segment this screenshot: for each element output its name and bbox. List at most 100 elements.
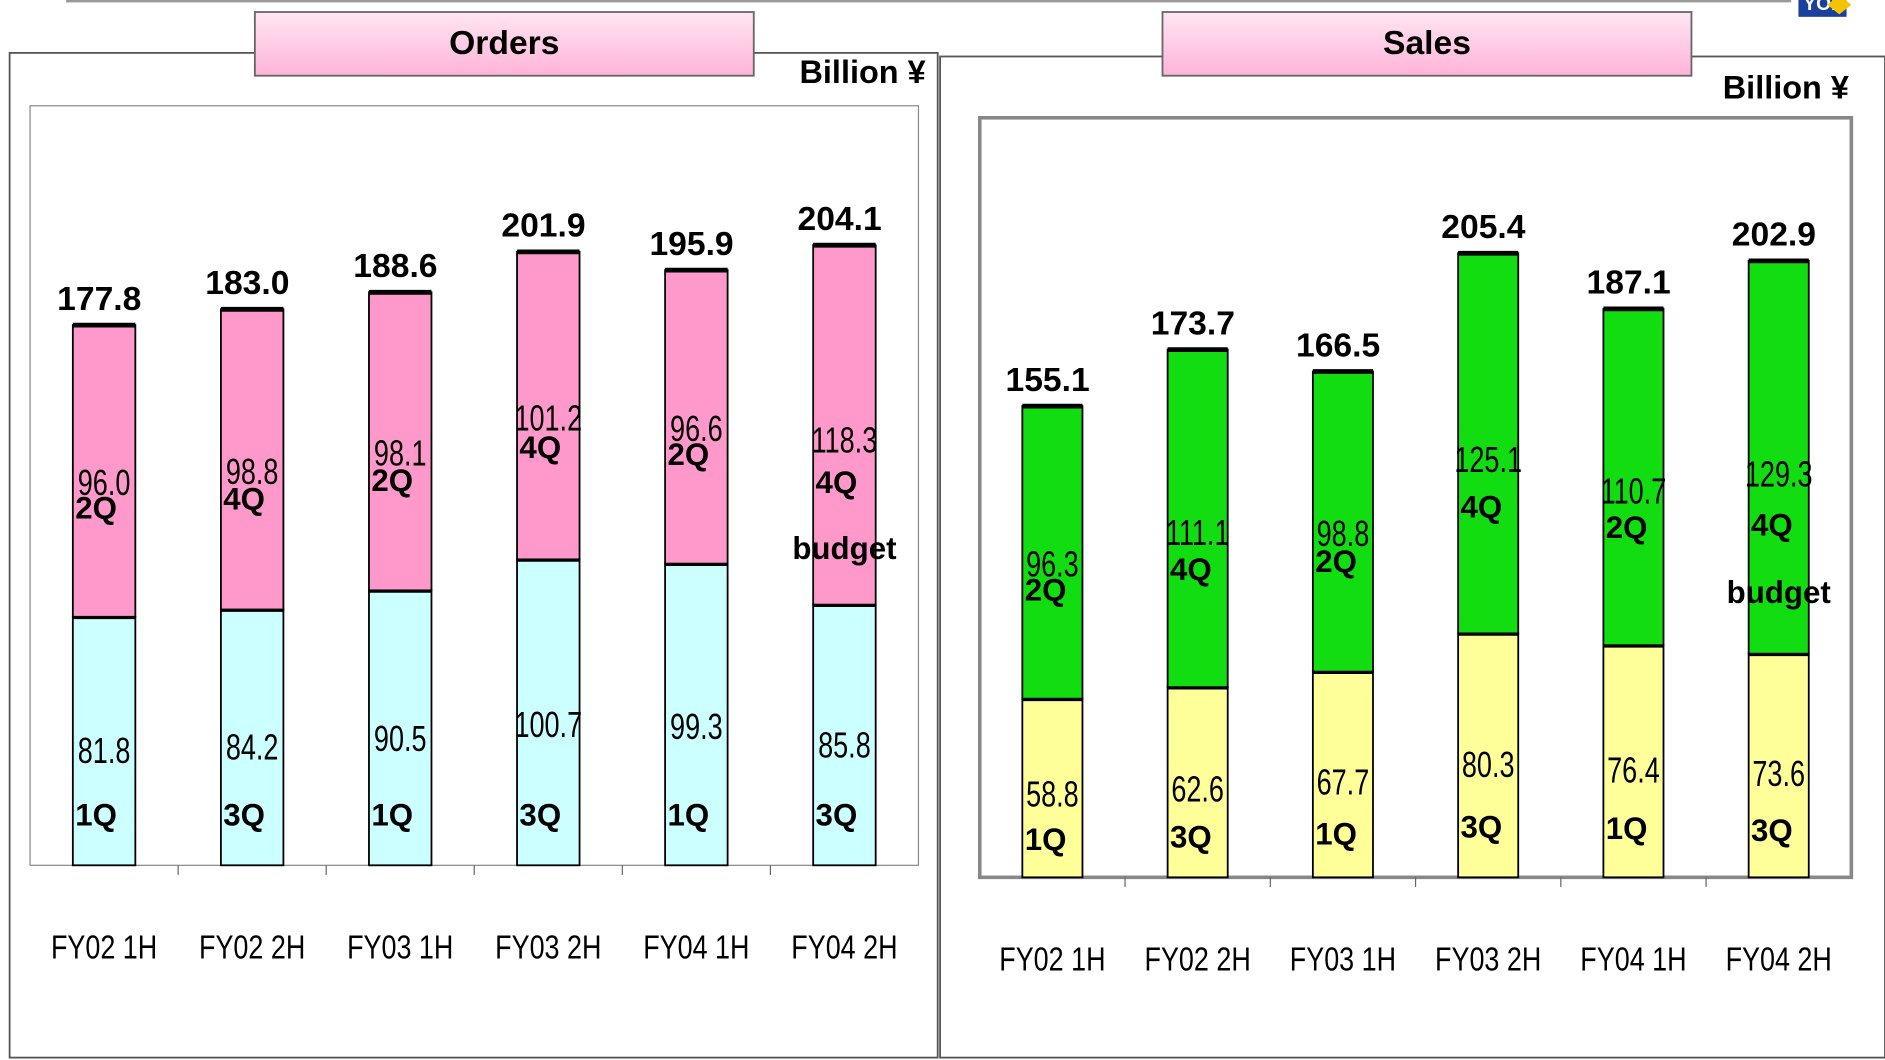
quarter-label: 3Q — [1751, 813, 1793, 848]
segment-value-label: 58.8 — [1026, 774, 1079, 815]
segment-value-label: 118.3 — [812, 420, 878, 461]
total-label: 201.9 — [501, 208, 585, 245]
segment-value-label: 98.1 — [374, 433, 427, 474]
segment-value-label: 111.1 — [1166, 512, 1230, 553]
bar-segment — [1166, 686, 1229, 879]
bar-segment — [1602, 644, 1665, 879]
quarter-label: 2Q — [1025, 572, 1067, 607]
unit-label: Billion ¥ — [1723, 70, 1849, 106]
x-tick-label: FY04 1H — [643, 929, 749, 967]
segment-value-label: 84.2 — [226, 727, 279, 768]
plot-area — [29, 105, 920, 866]
title-box — [1161, 11, 1693, 77]
budget-annotation: budget — [792, 531, 897, 566]
x-tick-label: FY02 2H — [1145, 941, 1251, 979]
quarter-label: 3Q — [816, 797, 858, 832]
budget-annotation: budget — [1727, 575, 1832, 610]
bar-segment — [368, 589, 433, 867]
bar-segment — [1747, 259, 1810, 655]
quarter-label: 3Q — [519, 797, 561, 832]
quarter-label: 1Q — [668, 797, 710, 832]
quarter-label: 4Q — [1751, 507, 1793, 542]
quarter-label: 2Q — [1315, 544, 1357, 579]
quarter-label: 4Q — [519, 430, 561, 465]
segment-value-label: 81.8 — [78, 730, 131, 771]
segment-value-label: 98.8 — [226, 451, 279, 492]
quarter-label: 2Q — [1606, 510, 1648, 545]
segment-value-label: 73.6 — [1752, 753, 1805, 794]
segment-value-label: 80.3 — [1462, 744, 1515, 785]
bar-segment — [1311, 670, 1374, 879]
x-tick-label: FY03 1H — [1290, 941, 1396, 979]
x-tick-label: FY03 2H — [495, 929, 601, 967]
quarter-label: 4Q — [1461, 490, 1503, 525]
quarter-label: 4Q — [1170, 552, 1212, 587]
quarter-label: 2Q — [668, 437, 710, 472]
segment-value-label: 67.7 — [1317, 761, 1370, 802]
total-label: 188.6 — [353, 248, 437, 285]
total-label: 187.1 — [1587, 265, 1671, 302]
unit-label: Billion ¥ — [799, 54, 925, 90]
total-label: 183.0 — [205, 265, 289, 302]
x-tick-label: FY03 2H — [1435, 941, 1541, 979]
quarter-label: 3Q — [1461, 810, 1503, 845]
x-tick-label: FY04 2H — [1726, 941, 1832, 979]
plot-area — [977, 115, 1854, 880]
quarter-label: 1Q — [1606, 811, 1648, 846]
total-label: 205.4 — [1441, 209, 1525, 246]
total-label: 173.7 — [1151, 305, 1235, 342]
x-tick-label: FY04 2H — [791, 929, 897, 967]
bar-segment — [516, 558, 581, 867]
logo-mark — [1827, 0, 1852, 15]
x-tick-label: FY02 1H — [999, 941, 1105, 979]
bar-segment — [664, 269, 729, 565]
segment-value-label: 90.5 — [374, 718, 427, 759]
bar-segment — [368, 291, 433, 592]
quarter-label: 2Q — [75, 491, 117, 526]
segment-value-label: 125.1 — [1454, 439, 1522, 480]
bar-segment — [516, 250, 581, 561]
quarter-label: 3Q — [1170, 820, 1212, 855]
chart-title: Orders — [449, 25, 559, 62]
quarter-label: 4Q — [816, 465, 858, 500]
quarter-label: 1Q — [1025, 822, 1067, 857]
segment-value-label: 129.3 — [1745, 454, 1813, 495]
bar-segment — [812, 603, 877, 867]
total-label: 202.9 — [1732, 217, 1816, 254]
bar-segment — [1166, 348, 1229, 689]
x-tick-label: FY02 2H — [199, 929, 305, 967]
quarter-label: 1Q — [371, 797, 413, 832]
total-label: 166.5 — [1296, 327, 1380, 364]
x-tick-label: FY04 1H — [1580, 941, 1686, 979]
bar-segment — [1021, 405, 1084, 700]
bar-segment — [71, 615, 137, 867]
quarter-label: 1Q — [1315, 816, 1357, 851]
total-label: 177.8 — [57, 281, 141, 318]
quarter-label: 2Q — [371, 463, 413, 498]
segment-value-label: 110.7 — [1601, 471, 1667, 512]
total-label: 155.1 — [1005, 362, 1089, 399]
segment-value-label: 76.4 — [1607, 750, 1660, 791]
total-label: 204.1 — [798, 201, 882, 238]
quarter-label: 4Q — [223, 482, 265, 517]
quarter-label: 3Q — [223, 797, 265, 832]
segment-value-label: 98.8 — [1317, 513, 1370, 554]
segment-value-label: 96.6 — [670, 408, 723, 449]
quarter-label: 1Q — [75, 797, 117, 832]
total-label: 195.9 — [649, 226, 733, 263]
segment-value-label: 100.7 — [514, 704, 582, 745]
bar-segment — [1021, 697, 1084, 879]
chart-title: Sales — [1383, 25, 1471, 62]
segment-value-label: 62.6 — [1171, 768, 1224, 809]
segment-value-label: 99.3 — [670, 706, 723, 747]
x-tick-label: FY03 1H — [347, 929, 453, 967]
segment-value-label: 96.0 — [78, 462, 131, 503]
segment-value-label: 96.3 — [1026, 544, 1079, 585]
title-box — [253, 11, 755, 77]
segment-value-label: 85.8 — [818, 725, 871, 766]
bar-segment — [71, 324, 137, 618]
segment-value-label: 101.2 — [514, 398, 582, 439]
bar-segment — [1311, 370, 1374, 673]
